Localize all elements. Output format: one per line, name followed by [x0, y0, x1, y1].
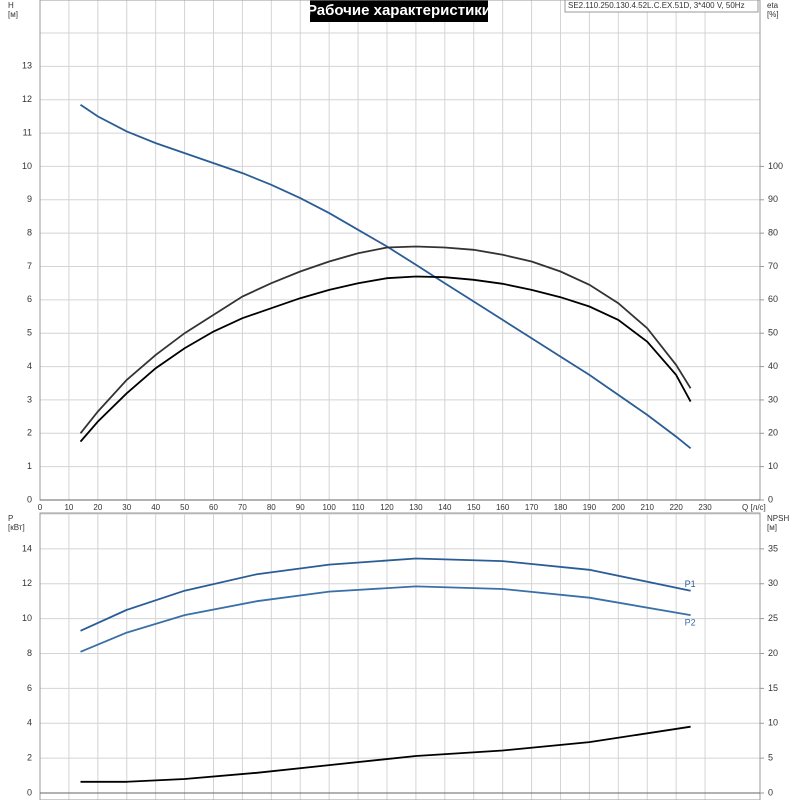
x-tick-label: 90: [296, 503, 305, 512]
x-tick-label: 230: [698, 503, 712, 512]
x-tick-label: 20: [93, 503, 102, 512]
x-tick-label: 200: [612, 503, 626, 512]
y-tick-label: 12: [22, 578, 32, 588]
y2-tick-label: 70: [768, 261, 778, 271]
series-line: [79, 103, 692, 450]
x-tick-label: 60: [209, 503, 218, 512]
y-axis-label: [кВт]: [8, 523, 25, 532]
y-tick-label: 14: [22, 543, 32, 553]
y-tick-label: 0: [27, 787, 32, 797]
y-tick-label: 4: [27, 718, 32, 728]
x-tick-label: 80: [267, 503, 276, 512]
y-tick-label: 11: [23, 127, 32, 137]
y-tick-label: 5: [27, 328, 32, 338]
x-tick-label: 120: [380, 503, 394, 512]
y2-axis-label: NPSH: [767, 514, 789, 523]
y-tick-label: 12: [22, 94, 32, 104]
y2-tick-label: 10: [768, 461, 778, 471]
y2-tick-label: 20: [768, 648, 778, 658]
y-axis-label: P: [8, 514, 13, 523]
y-tick-label: 2: [27, 753, 32, 763]
y2-tick-label: 15: [768, 683, 778, 693]
grids: [39, 0, 760, 800]
y2-tick-label: 0: [768, 787, 773, 797]
series-line: [79, 275, 692, 443]
x-tick-label: 220: [669, 503, 683, 512]
y2-tick-label: 10: [768, 718, 778, 728]
title-box: [310, 0, 488, 22]
series-label: P2: [685, 618, 696, 628]
y2-tick-label: 50: [768, 328, 778, 338]
y-axis-label: H: [8, 1, 14, 10]
series-line: [80, 725, 691, 783]
series-label: P1: [685, 579, 696, 589]
y2-axis-label: [%]: [767, 10, 779, 19]
x-tick-label: 180: [554, 503, 568, 512]
x-tick-label: 210: [641, 503, 655, 512]
x-tick-label: 50: [180, 503, 189, 512]
y2-tick-label: 30: [768, 394, 778, 404]
y2-tick-label: 90: [768, 194, 778, 204]
x-tick-label: 190: [583, 503, 597, 512]
y2-axis-label: [м]: [767, 523, 777, 532]
y2-tick-label: 30: [768, 578, 778, 588]
x-tick-label: 110: [352, 503, 365, 512]
y2-tick-label: 20: [768, 428, 778, 438]
y2-tick-label: 80: [768, 228, 778, 238]
x-tick-label: 10: [64, 503, 73, 512]
model-box: [564, 0, 759, 13]
plot-frame: [39, 512, 761, 800]
x-tick-label: 160: [496, 503, 510, 512]
y-tick-label: 4: [27, 361, 32, 371]
y-tick-label: 2: [27, 428, 32, 438]
y-axis-label: [м]: [8, 10, 18, 19]
y-tick-label: 6: [27, 683, 32, 693]
x-tick-label: 40: [151, 503, 160, 512]
series-line: [79, 245, 692, 434]
y2-tick-label: 0: [768, 494, 773, 504]
y2-tick-label: 100: [768, 161, 783, 171]
x-tick-label: 150: [467, 503, 481, 512]
y2-tick-label: 40: [768, 361, 778, 371]
x-tick-label: 30: [122, 503, 131, 512]
y-tick-label: 10: [22, 161, 32, 171]
y-tick-label: 8: [27, 228, 32, 238]
x-axis-label: Q [л/с]: [742, 503, 766, 512]
y-tick-label: 13: [22, 61, 32, 71]
series-line: [80, 585, 691, 653]
y-tick-label: 8: [27, 648, 32, 658]
y2-axis-label: eta: [767, 1, 779, 10]
model-label: SE2.110.250.130.4.52L.C.EX.51D, 3*400 V,…: [568, 1, 745, 10]
chart-title: Рабочие характеристики: [307, 2, 491, 19]
x-tick-label: 70: [238, 503, 247, 512]
x-tick-label: 0: [38, 503, 43, 512]
y-tick-label: 3: [27, 394, 32, 404]
x-tick-label: 140: [438, 503, 452, 512]
y-tick-label: 0: [27, 494, 32, 504]
y2-tick-label: 5: [768, 753, 773, 763]
x-tick-label: 100: [322, 503, 336, 512]
x-tick-label: 130: [409, 503, 423, 512]
y-tick-label: 7: [27, 261, 32, 271]
y2-tick-label: 35: [768, 543, 778, 553]
y-tick-label: 9: [27, 194, 32, 204]
y2-tick-label: 25: [768, 613, 778, 623]
series-line: [80, 557, 691, 632]
y2-tick-label: 60: [768, 294, 778, 304]
y-tick-label: 1: [27, 461, 32, 471]
y-tick-label: 10: [22, 613, 32, 623]
x-tick-label: 170: [525, 503, 539, 512]
y-tick-label: 6: [27, 294, 32, 304]
